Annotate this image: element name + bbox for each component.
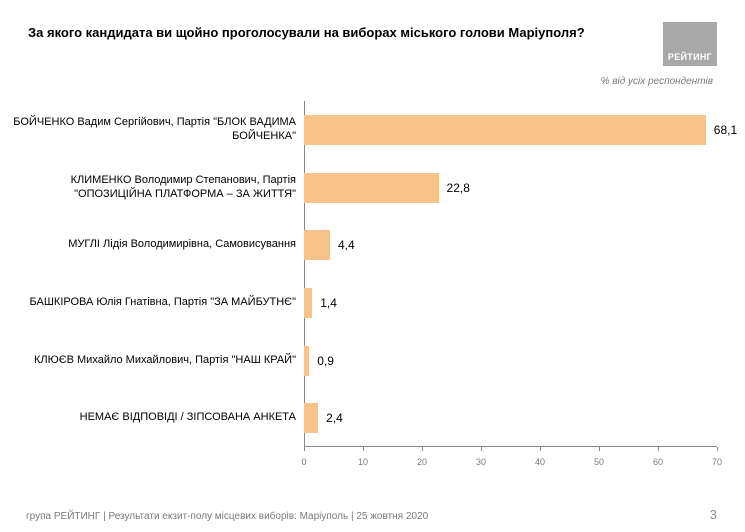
x-tick-label: 30 (476, 457, 486, 467)
category-label: МУГЛІ Лідія Володимирівна, Самовисування (2, 229, 304, 261)
x-tick (599, 447, 600, 451)
bar (304, 288, 312, 318)
x-tick (422, 447, 423, 451)
category-label: БАШКІРОВА Юлія Гнатівна, Партія "ЗА МАЙБ… (2, 287, 304, 319)
bar-value: 22,8 (447, 181, 470, 195)
plot-area: 01020304050607068,122,84,41,40,92,4 (304, 101, 717, 473)
y-axis (304, 101, 305, 447)
category-label: КЛЮЄВ Михайло Михайлович, Партія "НАШ КР… (2, 345, 304, 377)
x-axis (304, 446, 717, 447)
x-tick (481, 447, 482, 451)
bar (304, 173, 439, 203)
x-tick (658, 447, 659, 451)
x-tick (304, 447, 305, 451)
header: За якого кандидата ви щойно проголосувал… (2, 22, 717, 66)
bar-value: 2,4 (326, 411, 343, 425)
x-tick-label: 60 (653, 457, 663, 467)
bar (304, 346, 309, 376)
chart: БОЙЧЕНКО Вадим Сергійович, Партія "БЛОК … (2, 101, 717, 473)
bar (304, 230, 330, 260)
x-tick-label: 50 (594, 457, 604, 467)
y-labels: БОЙЧЕНКО Вадим Сергійович, Партія "БЛОК … (2, 101, 304, 473)
x-tick-label: 10 (358, 457, 368, 467)
page-number: 3 (710, 507, 717, 522)
chart-subtitle: % від усіх респондентів (2, 76, 717, 87)
bar-value: 1,4 (320, 296, 337, 310)
logo-badge: РЕЙТИНГ (663, 22, 717, 66)
category-label: КЛИМЕНКО Володимир Степанович, Партія "О… (2, 172, 304, 204)
bar-value: 0,9 (317, 354, 334, 368)
x-tick-label: 20 (417, 457, 427, 467)
category-label: НЕМАЄ ВІДПОВІДІ / ЗІПСОВАНА АНКЕТА (2, 402, 304, 434)
category-label: БОЙЧЕНКО Вадим Сергійович, Партія "БЛОК … (2, 114, 304, 146)
bar-value: 68,1 (714, 123, 737, 137)
bar (304, 115, 706, 145)
footer-text: група РЕЙТИНГ | Результати екзит-полу мі… (26, 511, 428, 522)
bar (304, 403, 318, 433)
x-tick-label: 40 (535, 457, 545, 467)
x-tick-label: 70 (712, 457, 722, 467)
chart-title: За якого кандидата ви щойно проголосувал… (28, 22, 651, 42)
x-tick (717, 447, 718, 451)
x-tick (363, 447, 364, 451)
bar-value: 4,4 (338, 238, 355, 252)
x-tick-label: 0 (301, 457, 306, 467)
page: За якого кандидата ви щойно проголосувал… (0, 0, 745, 532)
footer: група РЕЙТИНГ | Результати екзит-полу мі… (26, 507, 717, 522)
x-tick (540, 447, 541, 451)
logo-text: РЕЙТИНГ (668, 52, 712, 62)
